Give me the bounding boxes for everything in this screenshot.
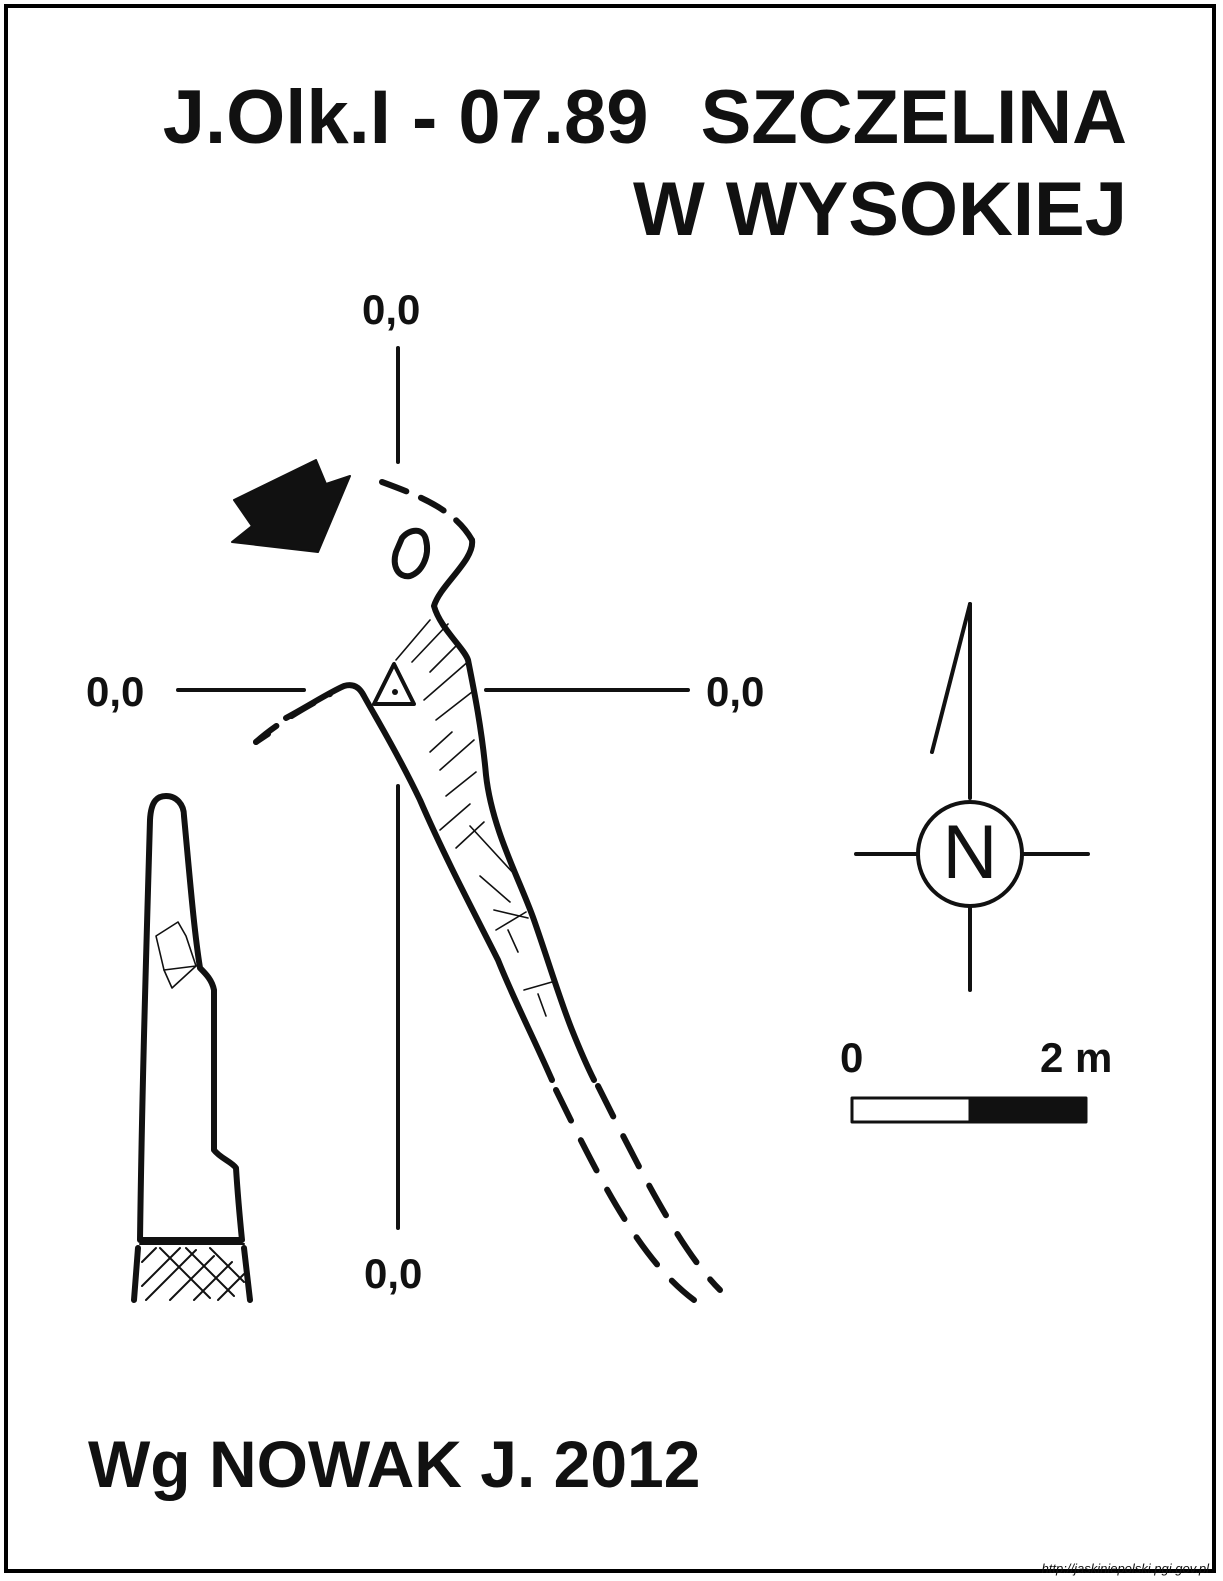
left-wall: [253, 682, 555, 1083]
triangle-benchmark-icon: [372, 662, 416, 706]
compass-letter: N: [942, 810, 998, 895]
rock-pillar: [391, 527, 430, 580]
source-url: http://jaskiniepolski.pgi.gov.pl: [1041, 1561, 1209, 1576]
cross-section-floor-hatching: [139, 1243, 245, 1301]
cave-name-line1: SZCZELINA: [700, 75, 1127, 160]
cave-plan: [253, 479, 723, 1303]
entrance-dashed-edge: [379, 479, 475, 543]
cross-section-details: [155, 921, 197, 989]
scale-start-label: 0: [840, 1034, 864, 1081]
scale-end-label: 2 m: [1040, 1034, 1113, 1081]
north-arrow-icon: [854, 602, 1090, 992]
cross-section-profile: [131, 793, 253, 1303]
left-wall-dashed: [253, 691, 333, 745]
datum-label-top: 0,0: [362, 286, 421, 333]
datum-cross: [176, 346, 690, 1230]
passage-dashed-left: [553, 1087, 697, 1303]
datum-label-left: 0,0: [86, 668, 145, 715]
entrance-arrow-icon: [231, 459, 351, 553]
map-title: J.Olk.I - 07.89 SZCZELINA W WYSOKIEJ: [163, 72, 1127, 256]
author-credit: Wg NOWAK J. 2012: [88, 1427, 701, 1501]
datum-label-right: 0,0: [706, 668, 765, 715]
benchmark-dot: [392, 689, 398, 695]
right-wall: [431, 537, 597, 1083]
datum-label-bottom: 0,0: [364, 1250, 423, 1297]
cave-name-line2: W WYSOKIEJ: [632, 167, 1127, 252]
scale-bar: [850, 1096, 1088, 1124]
passage-hatching: [395, 619, 553, 1017]
cave-code: J.Olk.I - 07.89: [162, 75, 649, 160]
passage-dashed-right: [595, 1083, 723, 1293]
title-line-1: J.Olk.I - 07.89 SZCZELINA: [163, 72, 1127, 164]
map-frame: [4, 4, 1216, 1573]
